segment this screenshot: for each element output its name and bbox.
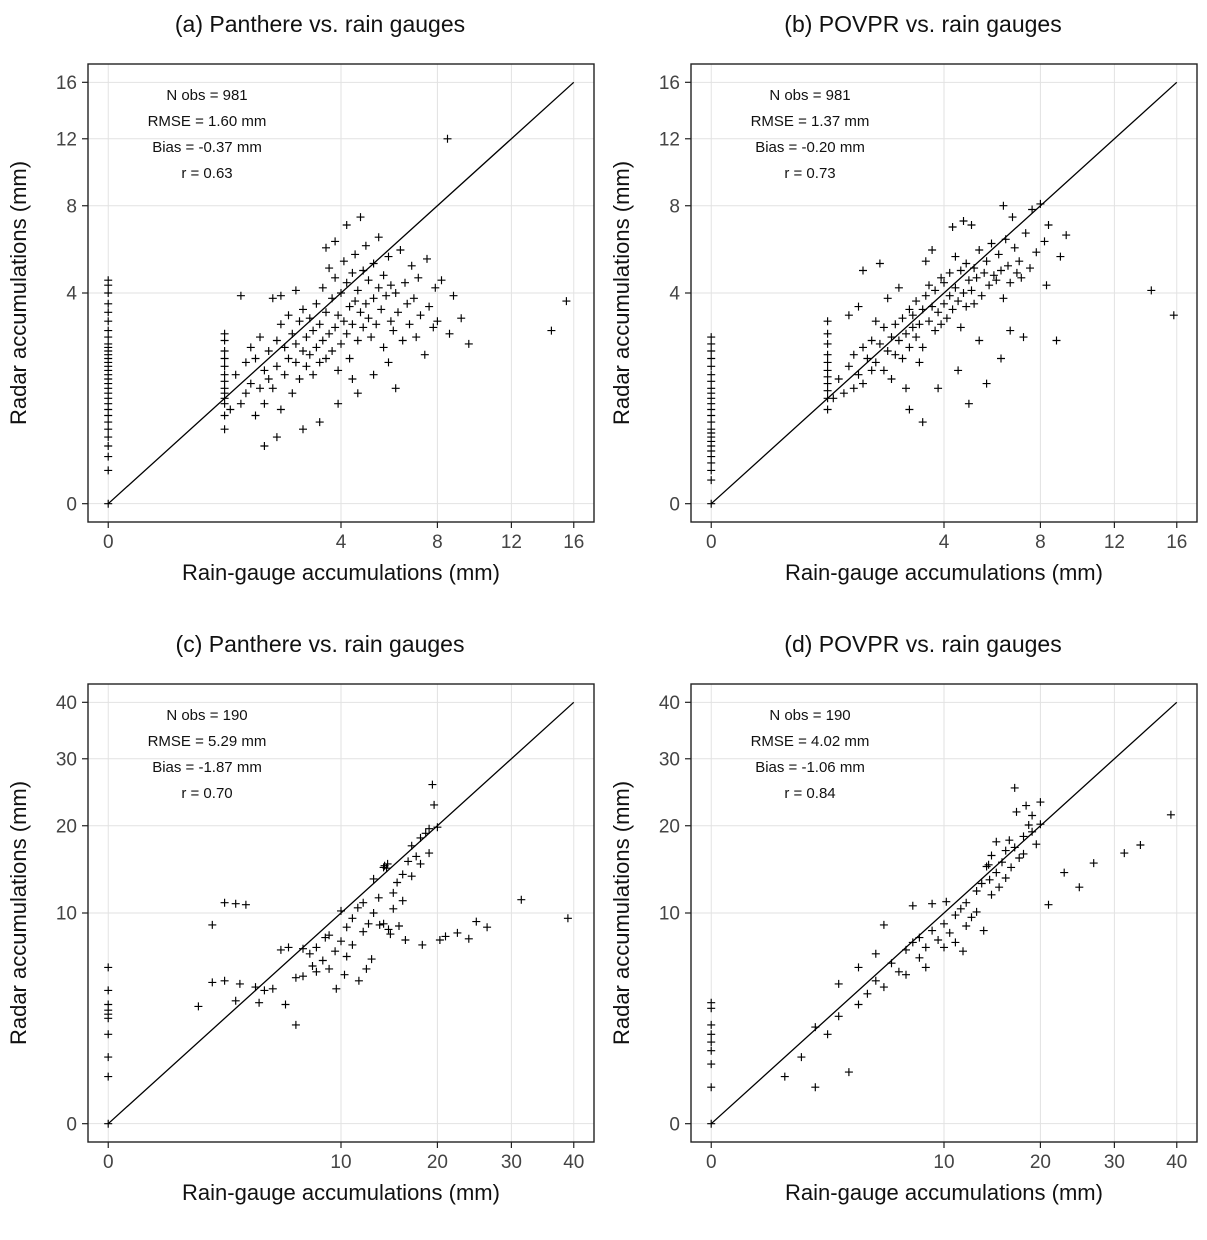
y-tick-label: 30 xyxy=(56,749,77,770)
stats-rmse: RMSE = 1.60 mm xyxy=(148,113,267,130)
x-axis-label: Rain-gauge accumulations (mm) xyxy=(182,560,500,585)
x-tick-label: 12 xyxy=(501,532,522,553)
panel-d: (d) POVPR vs. rain gauges Rain-gauge acc… xyxy=(603,620,1207,1240)
scatter-plot-b: (b) POVPR vs. rain gauges Rain-gauge acc… xyxy=(609,11,1198,585)
x-tick-label: 0 xyxy=(706,1152,717,1173)
scatter-plot-d: (d) POVPR vs. rain gauges Rain-gauge acc… xyxy=(609,631,1198,1205)
y-tick-label: 10 xyxy=(56,904,77,925)
stats-r: r = 0.84 xyxy=(784,785,835,802)
x-tick-label: 30 xyxy=(501,1152,522,1173)
axes-layer: 0 0 4 4 8 8 12 12 16 16 xyxy=(56,63,595,553)
y-tick-label: 20 xyxy=(659,816,680,837)
x-tick-label: 8 xyxy=(1035,532,1046,553)
x-axis-label: Rain-gauge accumulations (mm) xyxy=(785,560,1103,585)
x-tick-label: 12 xyxy=(1104,532,1125,553)
scatter-points xyxy=(707,783,1175,1128)
stats-nobs: N obs = 981 xyxy=(769,87,850,104)
panel-title: (d) POVPR vs. rain gauges xyxy=(784,631,1061,657)
x-tick-label: 20 xyxy=(427,1152,448,1173)
y-tick-label: 40 xyxy=(56,693,77,714)
x-tick-label: 16 xyxy=(1166,532,1187,553)
scatter-points xyxy=(707,199,1178,508)
y-tick-label: 0 xyxy=(66,494,77,515)
x-tick-label: 10 xyxy=(330,1152,351,1173)
y-tick-label: 4 xyxy=(66,284,77,305)
x-tick-label: 10 xyxy=(933,1152,954,1173)
stats-r: r = 0.73 xyxy=(784,165,835,182)
y-tick-label: 12 xyxy=(56,129,77,150)
x-tick-label: 4 xyxy=(939,532,950,553)
x-axis-label: Rain-gauge accumulations (mm) xyxy=(785,1180,1103,1205)
x-tick-label: 0 xyxy=(103,1152,114,1173)
y-tick-label: 12 xyxy=(659,129,680,150)
stats-nobs: N obs = 190 xyxy=(166,707,247,724)
scatter-plot-c: (c) Panthere vs. rain gauges Rain-gauge … xyxy=(6,631,595,1205)
x-tick-label: 40 xyxy=(1166,1152,1187,1173)
axis-ticks: 0 0 10 10 20 20 30 30 40 40 xyxy=(659,693,1187,1173)
scatter-points xyxy=(104,134,571,508)
y-tick-label: 16 xyxy=(659,73,680,94)
x-tick-label: 40 xyxy=(563,1152,584,1173)
y-tick-label: 0 xyxy=(669,1114,680,1135)
y-tick-label: 40 xyxy=(659,693,680,714)
stats-bias: Bias = -1.87 mm xyxy=(152,759,262,776)
stats-nobs: N obs = 190 xyxy=(769,707,850,724)
stats-r: r = 0.70 xyxy=(181,785,232,802)
y-tick-label: 8 xyxy=(669,196,680,217)
y-axis-label: Radar accumulations (mm) xyxy=(6,161,31,425)
y-axis-label: Radar accumulations (mm) xyxy=(6,781,31,1045)
axis-ticks: 0 0 4 4 8 8 12 12 16 16 xyxy=(56,73,584,553)
y-tick-label: 20 xyxy=(56,816,77,837)
axis-ticks: 0 0 10 10 20 20 30 30 40 40 xyxy=(56,693,584,1173)
stats-rmse: RMSE = 1.37 mm xyxy=(751,113,870,130)
axes-layer: 0 0 10 10 20 20 30 30 40 40 xyxy=(56,683,595,1173)
x-tick-label: 0 xyxy=(103,532,114,553)
y-tick-label: 8 xyxy=(66,196,77,217)
x-tick-label: 30 xyxy=(1104,1152,1125,1173)
y-axis-label: Radar accumulations (mm) xyxy=(609,781,634,1045)
stats-r: r = 0.63 xyxy=(181,165,232,182)
stats-nobs: N obs = 981 xyxy=(166,87,247,104)
y-tick-label: 10 xyxy=(659,904,680,925)
y-tick-label: 4 xyxy=(669,284,680,305)
one-to-one-line xyxy=(710,701,1178,1125)
y-tick-label: 30 xyxy=(659,749,680,770)
one-to-one-line xyxy=(710,81,1178,505)
panel-title: (c) Panthere vs. rain gauges xyxy=(176,631,465,657)
x-axis-label: Rain-gauge accumulations (mm) xyxy=(182,1180,500,1205)
panel-b: (b) POVPR vs. rain gauges Rain-gauge acc… xyxy=(603,0,1207,620)
stats-bias: Bias = -0.37 mm xyxy=(152,139,262,156)
stats-bias: Bias = -1.06 mm xyxy=(755,759,865,776)
stats-bias: Bias = -0.20 mm xyxy=(755,139,865,156)
y-tick-label: 16 xyxy=(56,73,77,94)
scatter-plot-a: (a) Panthere vs. rain gauges Rain-gauge … xyxy=(6,11,595,585)
panel-title: (b) POVPR vs. rain gauges xyxy=(784,11,1061,37)
panel-a: (a) Panthere vs. rain gauges Rain-gauge … xyxy=(0,0,603,620)
x-tick-label: 20 xyxy=(1030,1152,1051,1173)
gridlines xyxy=(88,64,594,522)
axes-layer: 0 0 10 10 20 20 30 30 40 40 xyxy=(659,683,1198,1173)
panel-title: (a) Panthere vs. rain gauges xyxy=(175,11,465,37)
y-tick-label: 0 xyxy=(66,1114,77,1135)
x-tick-label: 4 xyxy=(336,532,347,553)
y-axis-label: Radar accumulations (mm) xyxy=(609,161,634,425)
x-tick-label: 16 xyxy=(563,532,584,553)
x-tick-label: 0 xyxy=(706,532,717,553)
panel-c: (c) Panthere vs. rain gauges Rain-gauge … xyxy=(0,620,603,1240)
stats-rmse: RMSE = 4.02 mm xyxy=(751,733,870,750)
scatter-points xyxy=(104,780,572,1128)
x-tick-label: 8 xyxy=(432,532,443,553)
axis-ticks: 0 0 4 4 8 8 12 12 16 16 xyxy=(659,73,1187,553)
axes-layer: 0 0 4 4 8 8 12 12 16 16 xyxy=(659,63,1198,553)
y-tick-label: 0 xyxy=(669,494,680,515)
stats-rmse: RMSE = 5.29 mm xyxy=(148,733,267,750)
